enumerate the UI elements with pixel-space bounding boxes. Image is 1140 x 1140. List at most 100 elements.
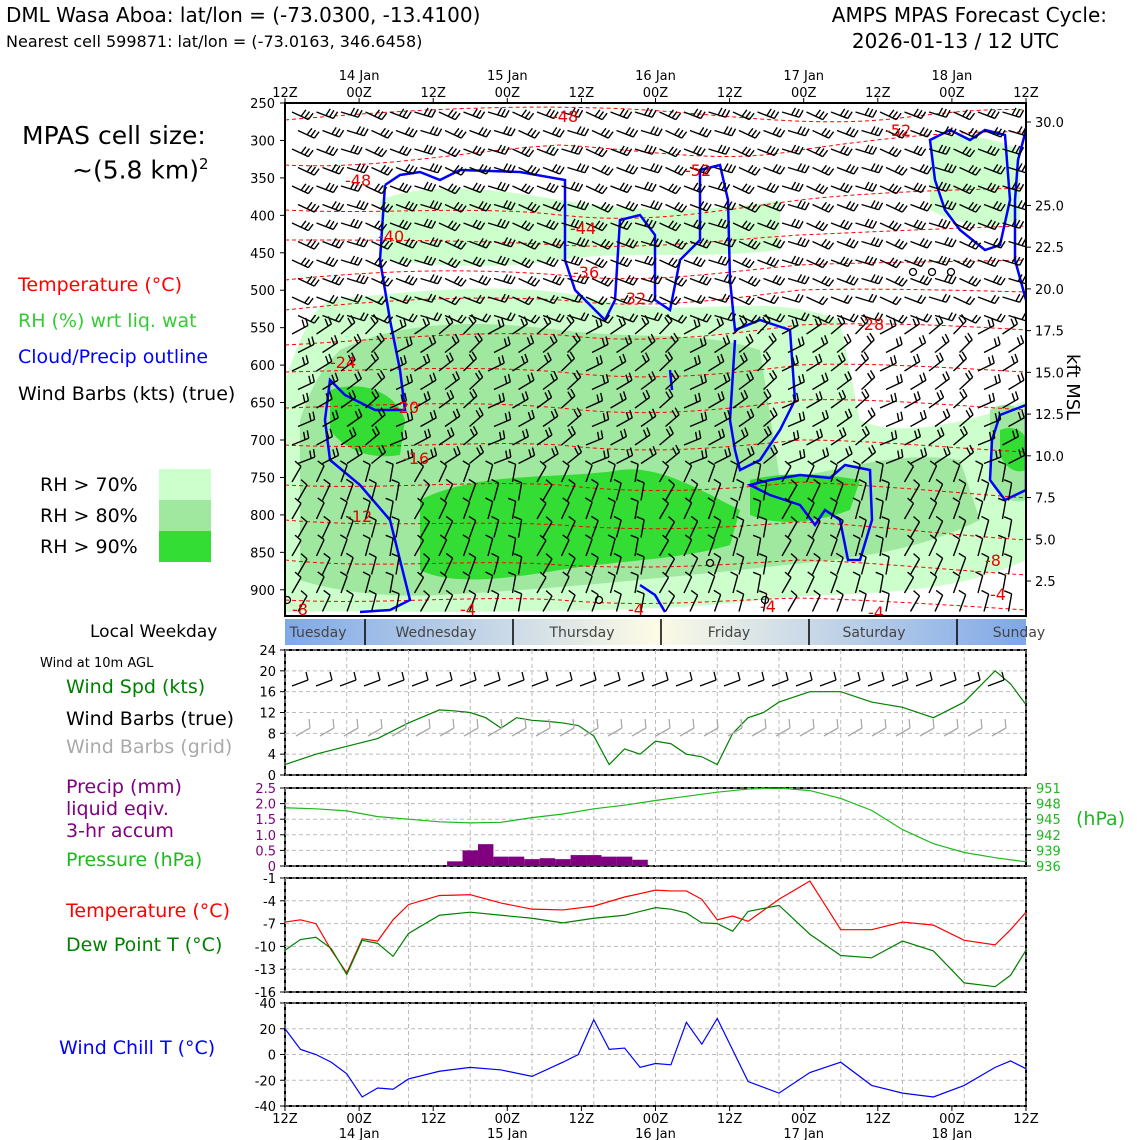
wind-barb-flag [990,183,997,192]
wind-barb-grid-flag [1004,718,1007,729]
wind-barb-true-flag [617,671,621,681]
wind-barb-shaft [518,166,536,176]
wind-barb-flag [784,460,792,467]
wind-barb-flag [1019,257,1025,266]
wind-barb-flag [794,256,800,265]
legend-cloud: Cloud/Precip outline [18,346,209,368]
wind-barb-shaft [420,314,438,322]
wind-barb-flag [822,260,829,269]
wind-barb-flag [992,238,999,246]
wind-barb-flag [334,334,339,343]
wind-barb-flag [703,373,707,383]
wind-barb-flag [888,257,895,265]
wind-barb-flag [993,338,998,347]
wind-barb-flag [938,107,944,116]
pressure-tick-label: 936 [1036,860,1061,875]
wind-barb-flag [799,450,802,459]
wind-barb-flag [677,277,684,285]
wind-barb-flag [312,411,316,420]
wind-barb-flag [506,201,512,209]
wind-barb-flag [528,186,535,195]
wind-barb-flag [632,166,639,175]
wind-barb-flag [625,374,630,383]
wind-barb-flag [868,145,874,154]
y-tick-label: 4 [268,748,276,763]
wind-barb-flag [437,165,443,174]
wind-barb-flag [604,129,611,137]
wind-barb-flag [567,391,573,399]
wind-barb-flag [667,351,674,359]
wind-barb-flag [468,354,475,362]
wind-barb-flag [692,182,699,190]
wind-barb-shaft [462,575,471,594]
wind-barb-shaft [665,451,680,465]
wind-barb-flag [846,333,852,342]
wind-barb-flag [348,392,353,401]
wind-barb-flag [573,372,579,381]
wind-barb-shaft [462,501,471,520]
wind-barb-flag [423,181,429,190]
wind-barb-shaft [683,576,693,594]
wind-barb-shaft [805,576,815,594]
wind-barb-flag [478,407,484,416]
wind-barb-flag [504,220,510,229]
wind-barb-flag [994,111,1000,119]
wind-barb-flag [502,430,506,439]
wind-barb-shaft [659,357,673,372]
wind-barb-shaft [909,484,921,501]
wind-barb-flag [500,108,506,117]
wind-barb-shaft [322,379,339,391]
wind-barb-flag [398,256,405,264]
wind-barb-shaft [683,259,702,268]
wind-barb-flag [545,256,552,264]
wind-barb-shaft [591,557,599,575]
precip-bar [555,859,571,866]
wind-barb-flag [546,315,552,323]
wind-barb-shaft [958,557,967,575]
wind-barb-flag [821,127,827,136]
bottom-time-label: 12Z [420,1112,446,1127]
wind-barb-flag [584,534,593,540]
wind-barb-flag [607,460,616,466]
wind-barb-shaft [855,185,873,192]
wind-barb-flag [472,256,478,264]
wind-barb-shaft [855,432,870,446]
wind-barb-flag [736,589,744,595]
wind-barb-flag [402,317,407,326]
wind-barb-shaft [463,111,481,120]
wind-barb-grid [511,727,527,737]
wind-barb-shaft [517,482,523,501]
wind-barb-true-flag [713,671,717,681]
wind-barb-flag [357,146,363,155]
wind-barb-shaft [297,203,315,213]
wind-barb-flag [328,353,333,362]
wind-barb-flag [844,410,850,419]
wind-barb-true-flag [905,671,909,681]
wind-barb-flag [1016,337,1021,346]
wind-barb-shaft [665,166,683,176]
wind-barb-flag [727,201,733,209]
wind-barb-flag [521,393,526,402]
wind-barb-flag [302,431,306,440]
wind-barb-flag [699,338,704,347]
wind-barb-flag [1015,219,1021,228]
wind-barb-flag [772,127,778,135]
wind-barb-flag [527,374,532,383]
wind-barb-flag [524,185,531,193]
wind-barb-shaft [977,111,996,120]
wind-barb-shaft [634,148,653,155]
wind-barb-flag [472,388,478,397]
wind-barb-flag [895,186,902,195]
y-tick-label: 0.5 [255,844,276,859]
wind-barb-flag [630,534,639,539]
wind-barb-grid-flag [644,718,647,729]
wind-barb-shaft [370,593,377,612]
wind-barb-flag [598,222,605,230]
wind-barb-flag [653,127,659,135]
wind-barb-flag [387,131,394,139]
wind-barb-flag [1017,163,1023,171]
wind-barb-flag [964,335,971,343]
wind-barb-shaft [757,395,772,409]
wind-barb-flag [674,407,680,416]
wind-barb-flag [1000,314,1006,323]
